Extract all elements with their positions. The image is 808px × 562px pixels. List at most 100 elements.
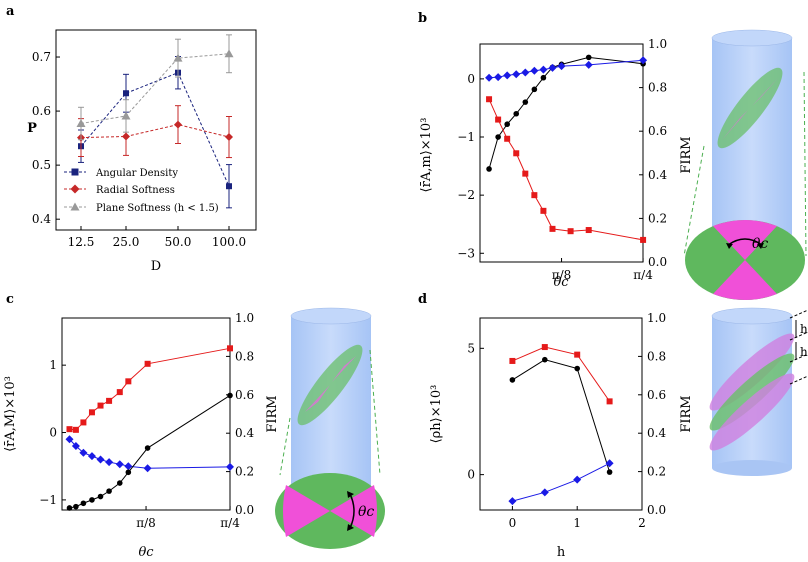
panel-b-xlabel: θc [553, 275, 569, 290]
panel-d-y2tick: 0.6 [647, 388, 666, 402]
panel-d-xtick: 2 [638, 516, 646, 530]
panel-c-data-point [87, 452, 96, 461]
panel-c-data-point [97, 493, 104, 500]
panel-d-y2tick: 0.2 [647, 465, 666, 479]
panel-c-data-point [96, 455, 105, 464]
panel-b-data-point [512, 70, 521, 79]
panel-c-y2tick: 0.2 [235, 465, 254, 479]
panel-b-data-point [557, 62, 566, 71]
panel-b-data-point [584, 60, 593, 69]
panel-d-xtick: 1 [573, 516, 581, 530]
panel-a-ylabel: P [27, 121, 37, 136]
panel-d-data-point [540, 488, 549, 497]
panel-a-data-point [226, 183, 232, 190]
panel-c-data-point [106, 397, 113, 404]
panel-b-ytick: 0 [467, 72, 475, 86]
panel-d-data-point [509, 377, 516, 383]
panel-c-data-point [80, 500, 87, 507]
panel-c-data-point [105, 458, 114, 467]
h-label-top: h [800, 322, 808, 336]
panel-d-y2tick: 1.0 [647, 311, 666, 325]
panel-d-series-line [512, 346, 611, 402]
panel-b-chart: 0 −1 −2 −3 0.0 0.2 0.4 0.6 0.8 1.0 π/8 π/4 ⟨r̄A,m⟩×… [419, 37, 694, 290]
panel-c-data-point [79, 448, 88, 457]
panel-d-data-point [606, 398, 613, 405]
panel-d-ylabel: ⟨ρh⟩×10³ [429, 385, 444, 444]
panel-d-data-point [542, 356, 548, 363]
panel-d-ytick: 0 [467, 468, 475, 482]
panel-c-data-point [115, 460, 124, 469]
panel-c-xtick: π/8 [136, 516, 156, 530]
panel-a-data-point [173, 53, 183, 62]
panel-c-series-line [69, 347, 231, 431]
panel-c-y2tick: 0.4 [235, 426, 254, 440]
panel-a-ytick: 0.6 [32, 104, 51, 118]
panel-b-data-point [539, 65, 548, 74]
panel-c-data-point [72, 426, 79, 433]
panel-a-data-point [121, 111, 131, 120]
panel-d-data-point [606, 469, 613, 475]
panel-b-data-point [486, 96, 493, 103]
panel-b-y2tick: 0.6 [648, 124, 667, 138]
panel-c-ytick: 1 [49, 358, 57, 372]
panel-c-data-point [89, 497, 95, 503]
panel-d-data-point [508, 497, 517, 506]
panel-d-chart: 5 0 0.0 0.2 0.4 0.6 0.8 1.0 0 1 2 ⟨ρh⟩×10³ FIRM h [429, 311, 694, 560]
panel-c-ytick: −1 [39, 493, 57, 507]
panel-b-data-point [495, 116, 502, 123]
panel-b-data-point [503, 71, 512, 80]
panel-c-data-point [80, 419, 87, 426]
panel-d-data-point [574, 351, 581, 358]
legend-label-radial-softness: Radial Softness [96, 185, 175, 196]
panel-c-y2tick: 0.0 [235, 503, 254, 517]
panel-b-data-point [548, 63, 557, 72]
panel-b-data-point [522, 170, 529, 177]
panel-b-data-point [639, 56, 648, 65]
panel-b-data-point [549, 225, 556, 232]
panel-d-illustration: h h [709, 307, 808, 476]
panel-a-series-line [80, 53, 230, 125]
panel-a-series-line [80, 72, 230, 187]
panel-c-series-line [69, 438, 231, 469]
panel-a-legend: Angular Density Radial Softness Plane So… [64, 168, 219, 214]
panel-c-frame [61, 317, 231, 511]
panel-b-data-point [530, 66, 539, 75]
panel-b-data-point [531, 86, 538, 93]
panel-c-data-point [227, 392, 233, 399]
panel-b-data-point [585, 227, 592, 234]
panel-b-data-point [585, 54, 592, 61]
panel-c-xtick: π/4 [220, 516, 240, 530]
panel-c-data-point [88, 409, 95, 416]
panel-a-ytick: 0.5 [32, 158, 51, 172]
panel-d-y2tick: 0.4 [647, 426, 666, 440]
panel-d-data-point [574, 365, 580, 372]
panel-a-data-point [122, 132, 130, 141]
panel-b-data-point [567, 228, 574, 235]
panel-a-data-point [225, 133, 233, 142]
panel-c-data-point [124, 462, 133, 471]
panel-c-data-point [66, 505, 73, 511]
panel-c-data-point [143, 464, 152, 473]
panel-b-data-point [504, 121, 510, 128]
panel-b-data-point [504, 135, 511, 142]
legend-marker-radial-softness [70, 184, 80, 194]
panel-c-y2tick: 0.8 [235, 349, 254, 363]
panel-a-xtick: 12.5 [68, 235, 95, 249]
panel-b-y2tick: 0.8 [648, 81, 667, 95]
panel-label-c: c [6, 292, 14, 307]
panel-d-y2label: FIRM [679, 395, 694, 432]
panel-c-y2tick: 0.6 [235, 388, 254, 402]
panel-c-data-point [66, 426, 73, 433]
panel-a-data-point [174, 120, 182, 129]
panel-a-ytick: 0.7 [32, 50, 51, 64]
panel-b-series-line [488, 99, 644, 241]
panel-b-data-point [531, 192, 538, 199]
panel-c-data-point [116, 389, 123, 396]
h-label-bottom: h [800, 345, 808, 359]
panel-d-xtick: 0 [509, 516, 517, 530]
panel-c-data-point [226, 462, 234, 471]
panel-d-frame [479, 317, 643, 511]
panel-label-d: d [418, 292, 427, 307]
panel-d-y2tick: 0.0 [647, 503, 666, 517]
